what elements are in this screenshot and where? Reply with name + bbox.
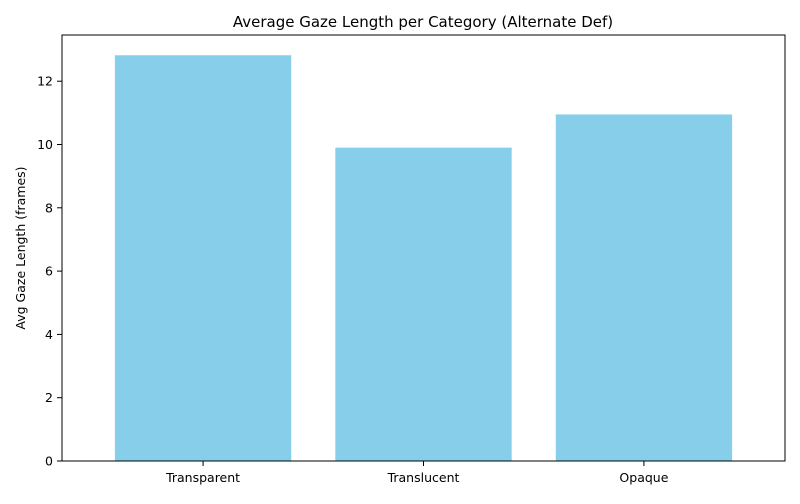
y-tick-label: 10 xyxy=(37,137,53,152)
axes-layer: Transparent Translucent Opaque 0 2 4 6 8 10 12 xyxy=(37,74,669,485)
plot-frame xyxy=(61,34,786,462)
bar-translucent xyxy=(335,147,512,462)
y-tick-label: 12 xyxy=(37,74,53,89)
bars-layer xyxy=(114,55,733,462)
bar-opaque xyxy=(555,114,733,461)
x-tick-label: Translucent xyxy=(387,470,460,485)
y-tick-label: 0 xyxy=(45,454,53,469)
bar-transparent xyxy=(114,55,292,461)
x-tick-label: Opaque xyxy=(619,470,668,485)
y-tick-label: 8 xyxy=(45,200,53,215)
y-tick-label: 6 xyxy=(45,264,53,279)
y-axis-label: Avg Gaze Length (frames) xyxy=(13,166,28,329)
chart-title: Average Gaze Length per Category (Altern… xyxy=(233,13,613,31)
y-tick-label: 4 xyxy=(45,327,53,342)
y-tick-label: 2 xyxy=(45,390,53,405)
x-tick-label: Transparent xyxy=(165,470,240,485)
